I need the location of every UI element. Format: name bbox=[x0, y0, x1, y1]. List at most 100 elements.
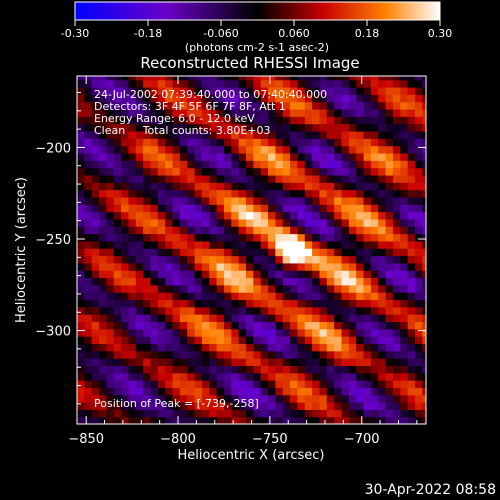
heatmap-cell bbox=[84, 284, 93, 293]
heatmap-cell bbox=[370, 402, 379, 410]
heatmap-cell bbox=[121, 248, 130, 257]
heatmap-cell bbox=[150, 211, 159, 220]
heatmap-cell bbox=[216, 277, 225, 286]
heatmap-cell bbox=[422, 167, 426, 176]
heatmap-cell bbox=[172, 123, 181, 132]
heatmap-cell bbox=[143, 211, 152, 220]
heatmap-cell bbox=[99, 86, 107, 95]
heatmap-cell bbox=[341, 328, 350, 337]
heatmap-cell bbox=[268, 189, 276, 198]
heatmap-cell bbox=[113, 152, 122, 161]
heatmap-cell bbox=[378, 152, 387, 161]
heatmap-cell bbox=[304, 204, 313, 213]
heatmap-cell bbox=[253, 204, 262, 213]
heatmap-cell bbox=[385, 284, 394, 293]
heatmap-cell bbox=[121, 387, 130, 396]
heatmap-cell bbox=[356, 416, 365, 424]
heatmap-cell bbox=[326, 284, 335, 293]
heatmap-cell bbox=[216, 306, 225, 315]
heatmap-cell bbox=[231, 270, 240, 279]
heatmap-cell bbox=[238, 182, 247, 191]
heatmap-cell bbox=[312, 226, 321, 235]
heatmap-cell bbox=[348, 358, 357, 366]
heatmap-cell bbox=[209, 218, 218, 227]
heatmap-cell bbox=[319, 343, 328, 352]
heatmap-cell bbox=[157, 306, 166, 315]
heatmap-cell bbox=[150, 86, 159, 95]
heatmap-cell bbox=[113, 211, 122, 220]
heatmap-cell bbox=[356, 306, 365, 315]
heatmap-cell bbox=[157, 365, 166, 374]
heatmap-cell bbox=[304, 79, 313, 88]
heatmap-cell bbox=[106, 248, 115, 257]
heatmap-cell bbox=[121, 76, 130, 81]
heatmap-cell bbox=[172, 145, 181, 154]
heatmap-cell bbox=[319, 262, 328, 271]
heatmap-cell bbox=[165, 218, 174, 227]
heatmap-cell bbox=[348, 101, 357, 110]
heatmap-cell bbox=[77, 372, 85, 381]
heatmap-cell bbox=[77, 350, 85, 359]
heatmap-cell bbox=[297, 101, 306, 110]
heatmap-cell bbox=[150, 94, 159, 103]
heatmap-cell bbox=[245, 182, 254, 191]
heatmap-cell bbox=[209, 86, 218, 95]
heatmap-cell bbox=[91, 138, 100, 147]
heatmap-cell bbox=[407, 174, 416, 183]
heatmap-cell bbox=[201, 284, 210, 293]
heatmap-cell bbox=[341, 270, 350, 279]
heatmap-cell bbox=[245, 387, 254, 396]
heatmap-cell bbox=[135, 387, 144, 396]
heatmap-cell bbox=[341, 416, 350, 424]
heatmap-cell bbox=[260, 123, 269, 132]
heatmap-cell bbox=[223, 387, 232, 396]
heatmap-cell bbox=[268, 233, 276, 242]
heatmap-cell bbox=[135, 350, 144, 359]
heatmap-cell bbox=[363, 196, 372, 205]
heatmap-cell bbox=[348, 255, 357, 264]
heatmap-cell bbox=[290, 321, 299, 330]
heatmap-cell bbox=[223, 277, 232, 286]
colorbar-tick-label: 0.060 bbox=[278, 27, 310, 40]
heatmap-cell bbox=[253, 284, 262, 293]
heatmap-cell bbox=[231, 365, 240, 374]
heatmap-cell bbox=[179, 270, 188, 279]
heatmap-cell bbox=[201, 182, 210, 191]
heatmap-cell bbox=[91, 240, 100, 249]
heatmap-cell bbox=[201, 204, 210, 213]
heatmap-cell bbox=[319, 86, 328, 95]
heatmap-cell bbox=[194, 262, 203, 271]
heatmap-cell bbox=[135, 130, 144, 139]
heatmap-cell bbox=[356, 314, 365, 323]
heatmap-cell bbox=[172, 116, 181, 125]
heatmap-cell bbox=[385, 321, 394, 330]
heatmap-cell bbox=[194, 350, 203, 359]
heatmap-cell bbox=[216, 145, 225, 154]
heatmap-cell bbox=[422, 358, 426, 366]
heatmap-cell bbox=[172, 262, 181, 271]
heatmap-cell bbox=[326, 306, 335, 315]
heatmap-cell bbox=[187, 226, 196, 235]
heatmap-cell bbox=[297, 387, 306, 396]
heatmap-cell bbox=[282, 284, 291, 293]
heatmap-cell bbox=[238, 284, 247, 293]
heatmap-cell bbox=[253, 123, 262, 132]
heatmap-cell bbox=[84, 314, 93, 323]
heatmap-cell bbox=[290, 358, 299, 366]
heatmap-cell bbox=[209, 174, 218, 183]
heatmap-cell bbox=[179, 94, 188, 103]
heatmap-cell bbox=[385, 336, 394, 345]
heatmap-cell bbox=[113, 262, 122, 271]
heatmap-cell bbox=[187, 204, 196, 213]
heatmap-cell bbox=[77, 277, 85, 286]
heatmap-cell bbox=[106, 292, 115, 301]
heatmap-cell bbox=[275, 262, 284, 271]
heatmap-cell bbox=[356, 182, 365, 191]
y-axis-label: Heliocentric Y (arcsec) bbox=[14, 177, 29, 323]
heatmap-cell bbox=[113, 248, 122, 257]
heatmap-cell bbox=[187, 336, 196, 345]
heatmap-cell bbox=[143, 182, 152, 191]
heatmap-cell bbox=[165, 387, 174, 396]
heatmap-cell bbox=[290, 314, 299, 323]
heatmap-cell bbox=[150, 233, 159, 242]
